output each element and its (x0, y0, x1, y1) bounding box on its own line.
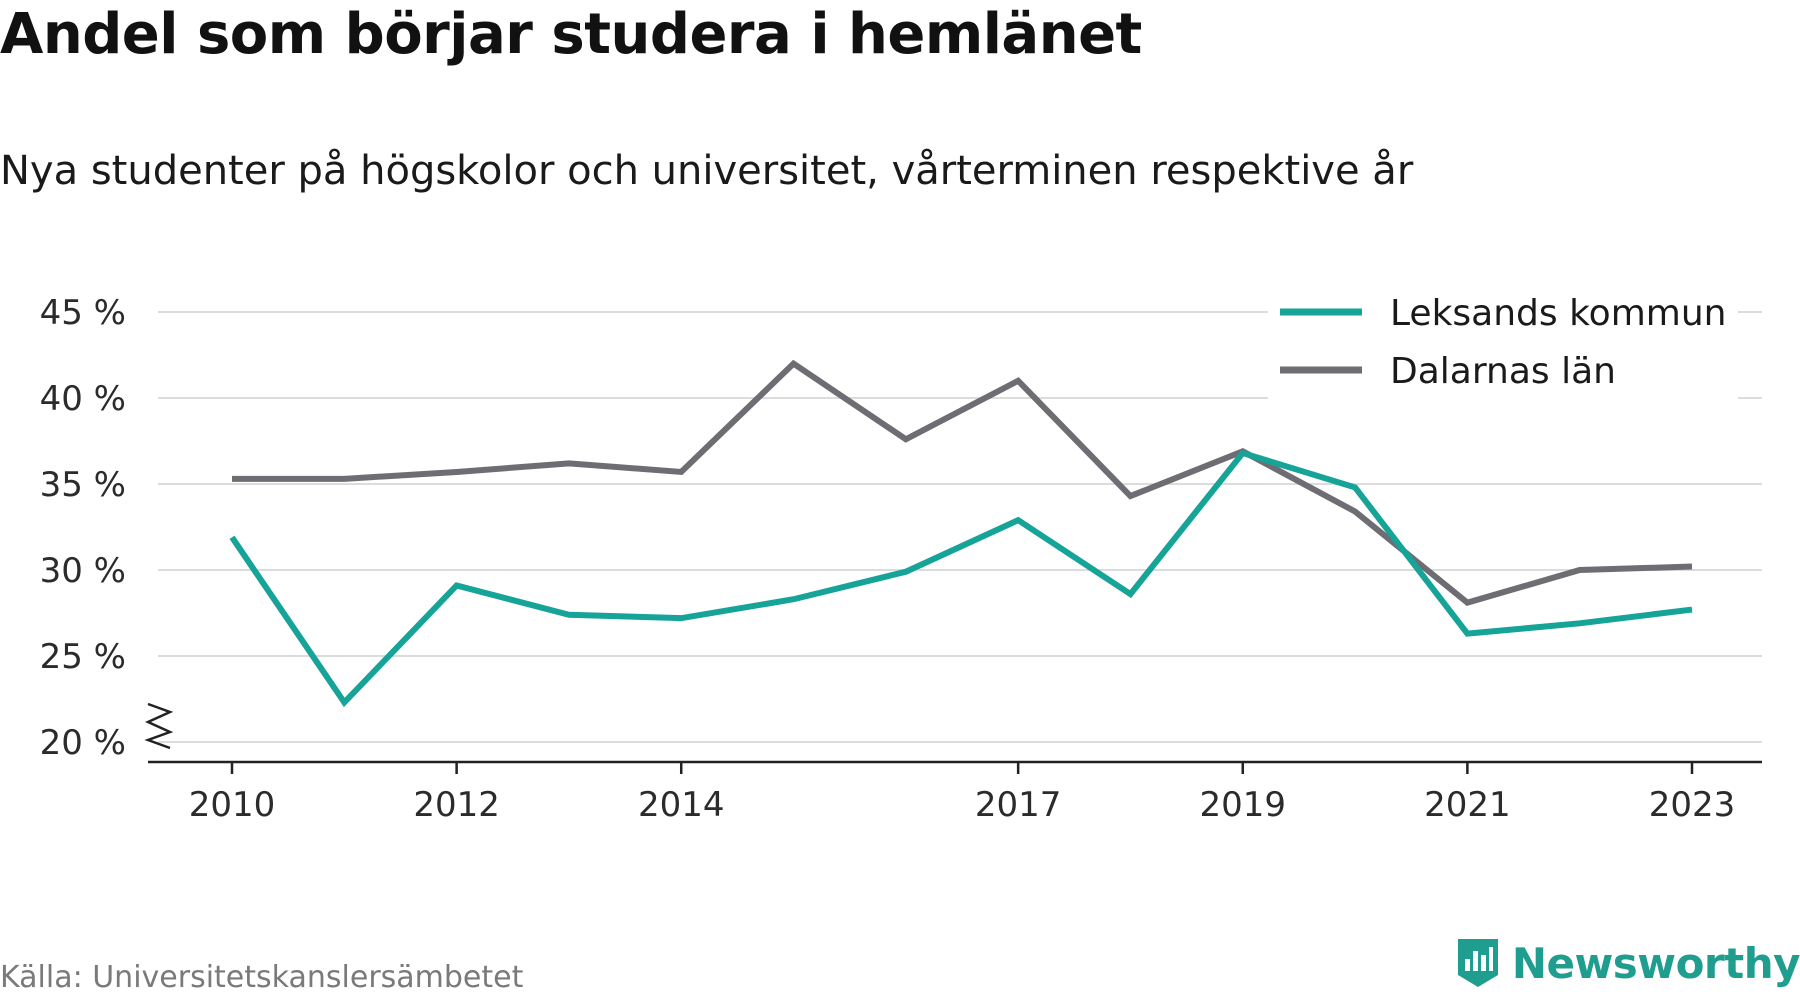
brand-logo[interactable]: Newsworthy (1454, 935, 1800, 991)
x-tick-label: 2021 (1424, 785, 1511, 825)
y-tick-label: 25 % (40, 637, 126, 677)
y-tick-label: 45 % (40, 293, 126, 333)
y-tick-label: 30 % (40, 551, 126, 591)
chart-subtitle: Nya studenter på högskolor och universit… (0, 148, 1414, 194)
x-tick-label: 2019 (1200, 785, 1287, 825)
x-tick-label: 2017 (975, 785, 1062, 825)
brand-name: Newsworthy (1511, 938, 1800, 988)
x-tick-label: 2023 (1649, 785, 1736, 825)
x-tick-label: 2012 (413, 785, 500, 825)
series-line (229, 449, 1693, 708)
series-line (232, 359, 1693, 606)
y-tick-label: 35 % (40, 465, 126, 505)
chart-title: Andel som börjar studera i hemlänet (0, 2, 1142, 67)
source-note: Källa: Universitetskanslersämbetet (0, 960, 524, 995)
x-tick-label: 2014 (638, 785, 725, 825)
newsworthy-logo-icon (1457, 939, 1498, 987)
y-tick-label: 40 % (40, 379, 126, 419)
legend-label: Leksands kommun (1390, 293, 1726, 334)
axis-break-icon (144, 702, 174, 750)
legend-label: Dalarnas län (1390, 351, 1616, 392)
y-tick-label: 20 % (40, 723, 126, 763)
x-tick-label: 2010 (189, 785, 276, 825)
legend-box (1268, 282, 1738, 400)
